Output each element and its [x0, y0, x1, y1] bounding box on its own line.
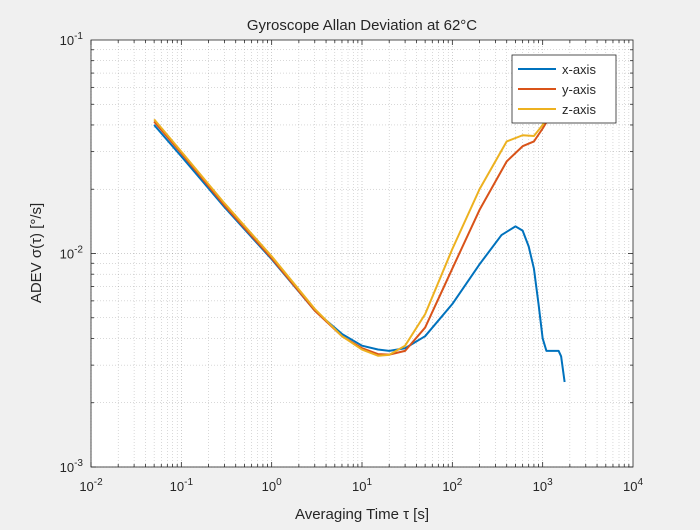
series-line-z-axis	[153, 117, 548, 357]
y-tick-label: 10-2	[60, 245, 84, 262]
x-tick-label: 104	[623, 477, 643, 494]
x-tick-label: 100	[262, 477, 282, 494]
y-tick-label: 10-1	[60, 31, 84, 48]
legend: x-axis y-axis z-axis	[511, 54, 617, 124]
series-line-y-axis	[153, 118, 550, 356]
y-axis-label: ADEV σ(τ) [°/s]	[28, 203, 45, 303]
legend-label-y-axis: y-axis	[562, 82, 596, 97]
chart-title: Gyroscope Allan Deviation at 62°C	[247, 17, 477, 34]
y-tick-label: 10-3	[60, 458, 84, 475]
x-tick-label: 101	[352, 477, 372, 494]
ticks: 10-2 10-1 100 101 102 103 104 10-3 10-2 10-1	[60, 31, 644, 494]
x-tick-label: 10-1	[170, 477, 194, 494]
series-layer	[153, 117, 566, 383]
x-tick-label: 102	[442, 477, 462, 494]
x-tick-label: 103	[533, 477, 553, 494]
x-tick-label: 10-2	[79, 477, 103, 494]
legend-label-x-axis: x-axis	[562, 62, 596, 77]
legend-label-z-axis: z-axis	[562, 102, 596, 117]
x-axis-label: Averaging Time τ [s]	[295, 506, 429, 523]
